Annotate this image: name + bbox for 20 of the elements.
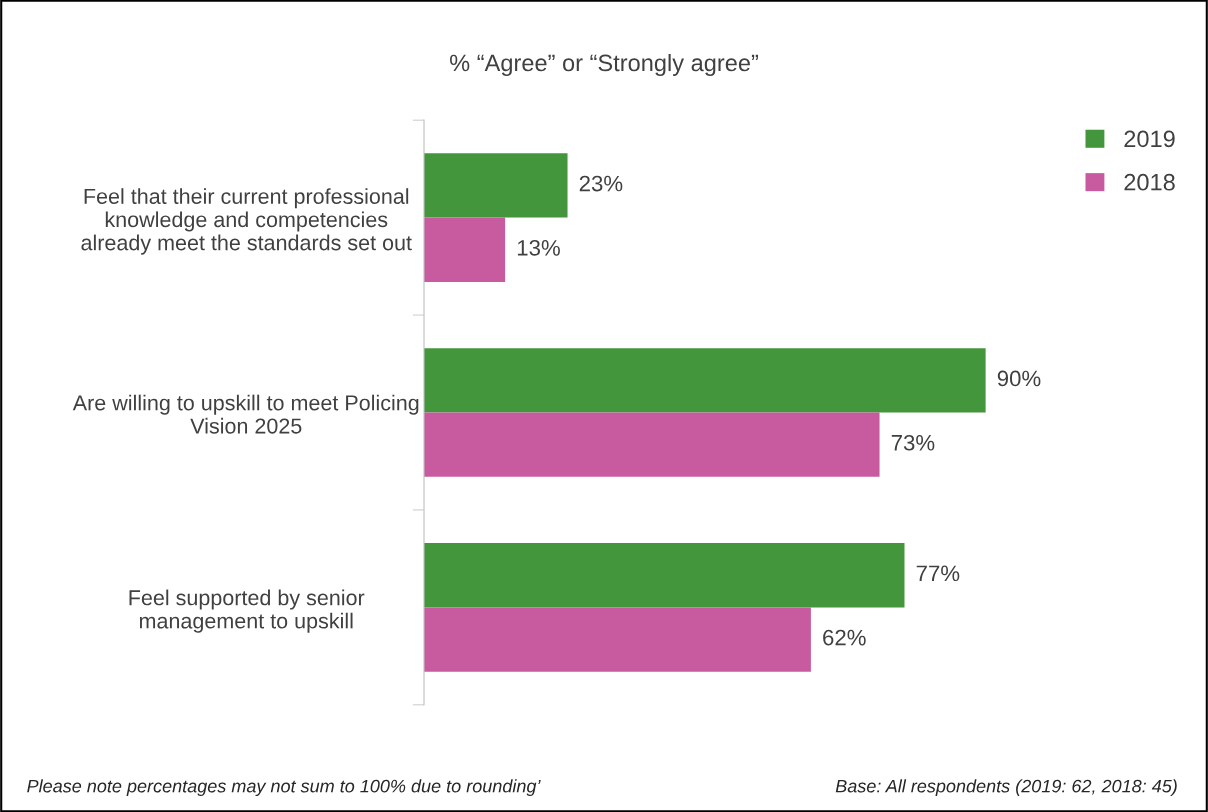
legend-label: 2019 <box>1124 130 1175 148</box>
data-label: 23% <box>579 175 623 192</box>
y-tick-label: Feel that their current professional knowledge and competencies already meet the standards set out <box>81 188 412 255</box>
legend-label: 2018 <box>1124 173 1175 191</box>
data-label: 73% <box>891 434 935 451</box>
data-label: 77% <box>916 565 960 582</box>
text: Please note percentages may not sum to 100% due to rounding’ <box>27 779 541 797</box>
text: Base: All respondents (2019: 62, 2018: 45) <box>835 779 1177 797</box>
data-label: 13% <box>517 240 560 256</box>
chart-title: % “Agree” or “Strongly agree” <box>450 53 758 76</box>
bar <box>424 607 811 672</box>
data-label: 62% <box>823 629 866 646</box>
bar <box>424 348 986 413</box>
y-tick-label: Are willing to upskill to meet Policing Vision 2025 <box>72 394 419 434</box>
bar <box>424 543 905 608</box>
bar <box>424 412 880 477</box>
bar <box>424 217 506 282</box>
y-tick-label: Feel supported by senior management to upskill <box>129 589 365 633</box>
data-label: 90% <box>997 370 1041 387</box>
bar <box>424 153 568 218</box>
